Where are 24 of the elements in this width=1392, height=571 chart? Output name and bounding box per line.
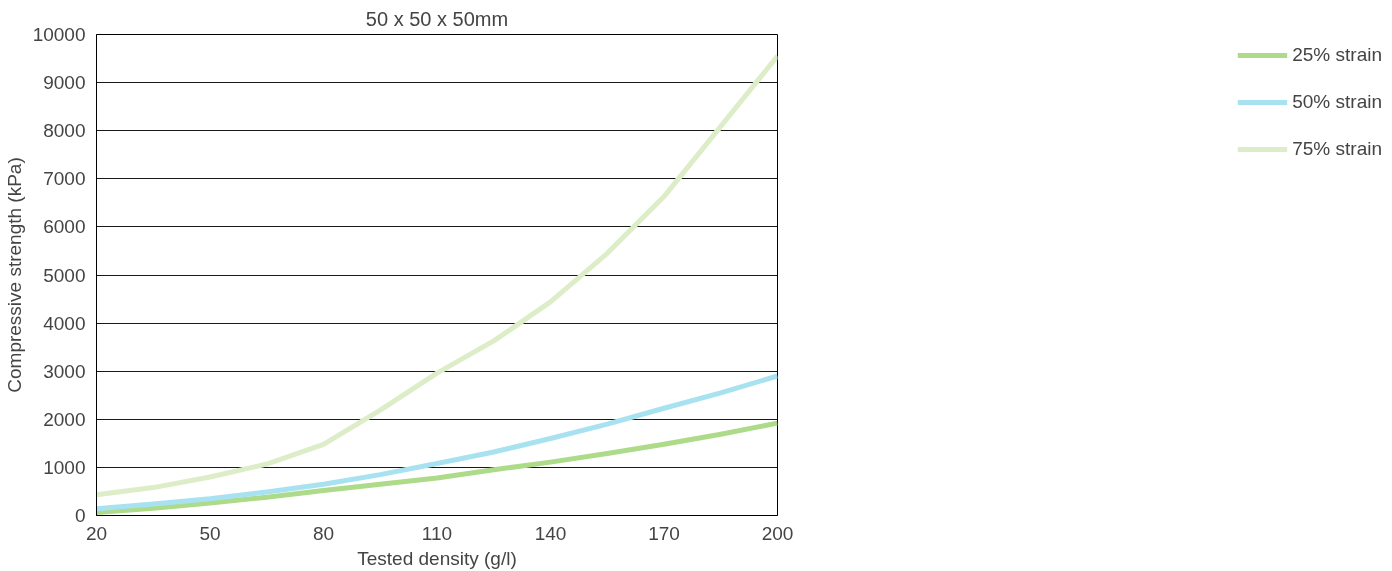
y-tick-label: 7000 — [43, 168, 86, 190]
x-tick-label: 20 — [85, 522, 108, 544]
y-tick-label: 10000 — [32, 24, 86, 45]
x-tick-label: 110 — [421, 522, 453, 544]
y-tick-label: 3000 — [43, 360, 86, 382]
y-axis-title: Compressive strength (kPa) — [3, 157, 25, 393]
y-tick-label: 9000 — [43, 72, 86, 94]
y-tick-label: 0 — [74, 505, 86, 526]
legend-label: 25% strain — [1292, 44, 1382, 66]
legend-label: 75% strain — [1292, 138, 1382, 160]
y-tick-label: 1000 — [43, 456, 86, 478]
chart-title: 50 x 50 x 50mm — [365, 7, 509, 30]
y-tick-label: 4000 — [43, 312, 86, 334]
y-tick-label: 2000 — [43, 408, 86, 430]
y-tick-label: 5000 — [43, 264, 86, 286]
x-tick-label: 170 — [648, 522, 680, 544]
x-tick-label: 50 — [199, 522, 221, 544]
legend-label: 50% strain — [1292, 91, 1382, 113]
x-axis-title: Tested density (g/l) — [357, 547, 517, 569]
y-tick-label: 6000 — [43, 216, 86, 238]
y-tick-label: 8000 — [43, 120, 86, 142]
x-tick-label: 200 — [761, 522, 794, 544]
x-tick-label: 140 — [534, 522, 567, 544]
x-tick-label: 80 — [312, 522, 335, 544]
